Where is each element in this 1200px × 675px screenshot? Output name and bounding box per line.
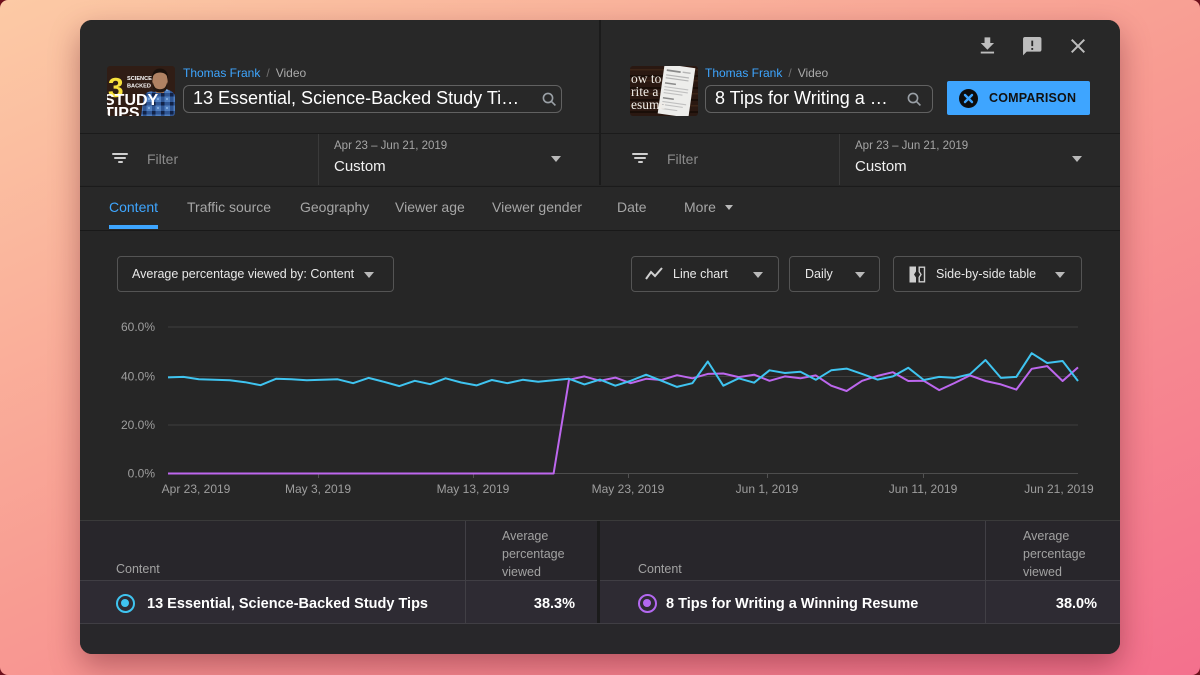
svg-text:esume: esume: [631, 97, 666, 112]
svg-text:SCIENCE: SCIENCE: [127, 76, 152, 82]
svg-text:STUDY: STUDY: [107, 92, 159, 109]
svg-text:3: 3: [108, 72, 124, 103]
svg-text:60.0%: 60.0%: [121, 320, 155, 334]
svg-text:rite a: rite a: [631, 84, 658, 99]
svg-text:May 13, 2019: May 13, 2019: [437, 482, 510, 496]
svg-text:TIPS: TIPS: [107, 105, 140, 116]
svg-text:0.0%: 0.0%: [128, 467, 156, 481]
svg-text:20.0%: 20.0%: [121, 418, 155, 432]
svg-text:Jun 21, 2019: Jun 21, 2019: [1024, 482, 1094, 496]
svg-text:Apr 23, 2019: Apr 23, 2019: [162, 482, 231, 496]
svg-text:Jun 1, 2019: Jun 1, 2019: [736, 482, 799, 496]
svg-text:May 3, 2019: May 3, 2019: [285, 482, 351, 496]
svg-text:BACKED: BACKED: [127, 84, 151, 90]
svg-text:May 23, 2019: May 23, 2019: [592, 482, 665, 496]
svg-text:Jun 11, 2019: Jun 11, 2019: [889, 482, 958, 496]
svg-text:ow to: ow to: [631, 71, 662, 86]
svg-text:40.0%: 40.0%: [121, 370, 155, 384]
